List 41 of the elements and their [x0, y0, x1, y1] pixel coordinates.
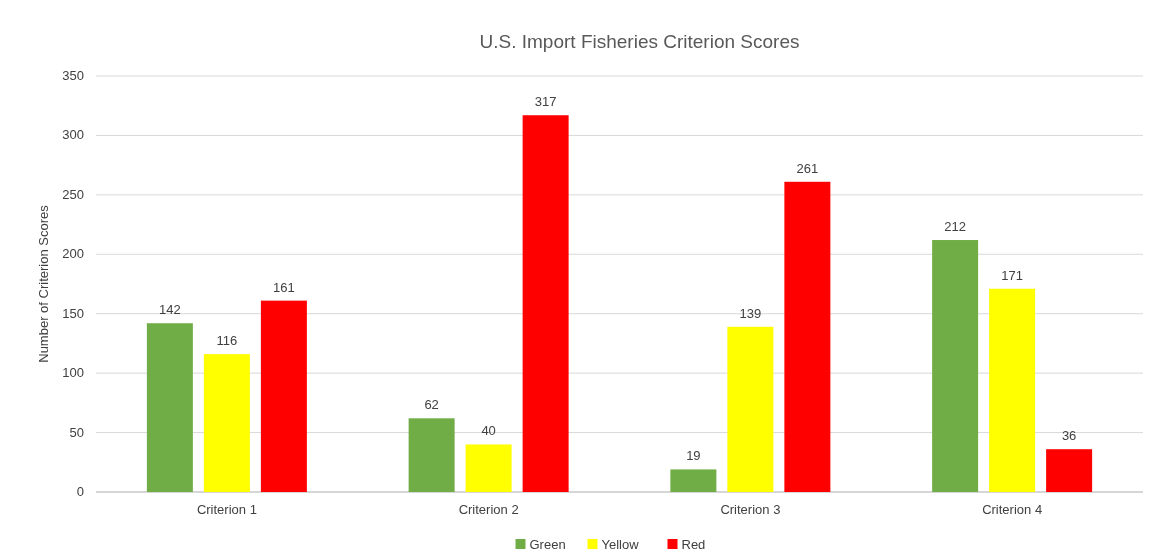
y-tick-label: 150 [62, 305, 84, 321]
bar [1046, 449, 1093, 492]
bar [932, 240, 979, 492]
y-tick-label: 250 [62, 186, 84, 202]
bar [522, 115, 569, 492]
data-label: 261 [796, 160, 819, 176]
x-tick-label: Criterion 1 [196, 502, 257, 517]
chart-title: U.S. Import Fisheries Criterion Scores [479, 31, 800, 52]
bar [670, 469, 717, 492]
legend-label: Yellow [601, 537, 640, 552]
bar [408, 418, 455, 492]
legend-label: Red [681, 537, 706, 552]
data-label: 317 [534, 94, 557, 110]
y-tick-label: 200 [62, 246, 84, 262]
y-tick-label: 50 [69, 424, 84, 440]
data-label: 19 [686, 448, 701, 464]
data-label: 36 [1061, 428, 1077, 444]
bar [465, 444, 512, 492]
data-label: 142 [159, 302, 181, 318]
bar [989, 288, 1036, 492]
y-tick-label: 300 [62, 127, 84, 143]
y-tick-label: 0 [76, 484, 84, 499]
legend-label: Green [529, 537, 566, 552]
data-label: 171 [1001, 267, 1023, 283]
y-tick-label: 100 [62, 365, 84, 381]
bar [146, 323, 193, 492]
data-label: 116 [216, 333, 238, 349]
data-label: 40 [481, 423, 496, 439]
data-label: 161 [273, 279, 295, 295]
x-tick-label: Criterion 4 [982, 502, 1043, 517]
x-tick-label: Criterion 3 [720, 502, 781, 517]
y-axis-title: Number of Criterion Scores [36, 204, 51, 363]
data-label: 212 [944, 219, 966, 235]
bar [784, 181, 831, 492]
bar [203, 354, 250, 492]
x-tick-label: Criterion 2 [458, 502, 519, 517]
bar [260, 300, 307, 492]
data-label: 62 [424, 397, 439, 413]
bar [727, 326, 774, 492]
data-label: 139 [739, 305, 762, 321]
y-tick-label: 350 [62, 68, 84, 83]
